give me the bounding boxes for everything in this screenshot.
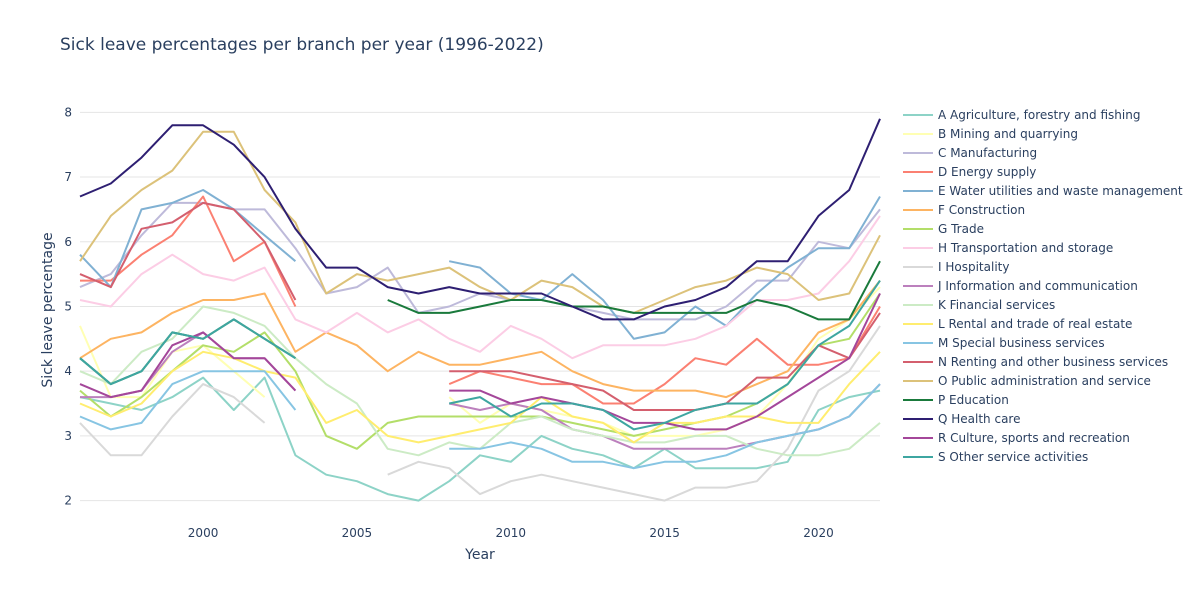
legend-label: G Trade	[938, 222, 984, 236]
series-line-o	[79, 130, 881, 314]
legend-item-k[interactable]: K Financial services	[903, 298, 1055, 312]
series-line-l	[79, 350, 881, 444]
legend-label: I Hospitality	[938, 260, 1009, 274]
legend-item-h[interactable]: H Transportation and storage	[903, 241, 1113, 255]
series-line-i	[79, 325, 881, 502]
legend-item-q[interactable]: Q Health care	[903, 412, 1020, 426]
series-line-n	[79, 201, 881, 411]
legend-label: H Transportation and storage	[938, 241, 1113, 255]
y-tick-label: 8	[64, 105, 72, 119]
legend-label: P Education	[938, 393, 1009, 407]
legend-item-b[interactable]: B Mining and quarrying	[903, 127, 1078, 141]
legend-item-m[interactable]: M Special business services	[903, 336, 1105, 350]
series-line-h	[79, 215, 881, 360]
series-line-a	[79, 376, 881, 502]
legend-item-r[interactable]: R Culture, sports and recreation	[903, 431, 1130, 445]
legend-label: S Other service activities	[938, 450, 1088, 464]
legend-item-f[interactable]: F Construction	[903, 203, 1025, 217]
y-tick-label: 3	[64, 429, 72, 443]
legend-item-d[interactable]: D Energy supply	[903, 165, 1036, 179]
legend[interactable]: A Agriculture, forestry and fishing B Min…	[903, 108, 1183, 464]
legend-label: L Rental and trade of real estate	[938, 317, 1132, 331]
legend-item-p[interactable]: P Education	[903, 393, 1009, 407]
legend-item-n[interactable]: N Renting and other business services	[903, 355, 1168, 369]
legend-label: D Energy supply	[938, 165, 1036, 179]
legend-item-e[interactable]: E Water utilities and waste management	[903, 184, 1183, 198]
legend-label: M Special business services	[938, 336, 1105, 350]
legend-item-s[interactable]: S Other service activities	[903, 450, 1088, 464]
legend-label: E Water utilities and waste management	[938, 184, 1183, 198]
legend-item-a[interactable]: A Agriculture, forestry and fishing	[903, 108, 1140, 122]
series-line-k	[79, 305, 881, 457]
y-tick-label: 5	[64, 299, 72, 313]
y-tick-label: 6	[64, 235, 72, 249]
y-tick-label: 7	[64, 170, 72, 184]
y-tick-label: 4	[64, 364, 72, 378]
series-lines	[79, 118, 881, 502]
legend-item-o[interactable]: O Public administration and service	[903, 374, 1151, 388]
series-line-m	[79, 370, 881, 470]
y-tick-label: 2	[64, 494, 72, 508]
legend-label: F Construction	[938, 203, 1025, 217]
legend-label: A Agriculture, forestry and fishing	[938, 108, 1140, 122]
x-tick-label: 2005	[342, 526, 373, 540]
chart-title: Sick leave percentages per branch per ye…	[60, 35, 544, 55]
legend-item-i[interactable]: I Hospitality	[903, 260, 1009, 274]
series-line-g	[79, 292, 881, 450]
legend-label: J Information and communication	[937, 279, 1138, 293]
x-tick-label: 2020	[803, 526, 834, 540]
y-axis-ticks: 2 3 4 5 6 7 8	[64, 105, 72, 507]
legend-label: R Culture, sports and recreation	[938, 431, 1130, 445]
legend-item-j[interactable]: J Information and communication	[903, 279, 1138, 293]
legend-item-c[interactable]: C Manufacturing	[903, 146, 1037, 160]
legend-item-l[interactable]: L Rental and trade of real estate	[903, 317, 1132, 331]
x-tick-label: 2010	[495, 526, 526, 540]
legend-label: Q Health care	[938, 412, 1020, 426]
x-axis-title: Year	[464, 547, 495, 563]
legend-item-g[interactable]: G Trade	[903, 222, 984, 236]
legend-label: N Renting and other business services	[938, 355, 1168, 369]
x-tick-label: 2000	[188, 526, 219, 540]
legend-label: B Mining and quarrying	[938, 127, 1078, 141]
series-line-s	[79, 280, 881, 431]
legend-label: O Public administration and service	[938, 374, 1151, 388]
legend-label: C Manufacturing	[938, 146, 1037, 160]
series-line-f	[79, 279, 881, 399]
series-line-q	[79, 118, 881, 321]
x-axis-ticks: 2000 2005 2010 2015 2020	[188, 526, 834, 540]
legend-label: K Financial services	[938, 298, 1055, 312]
series-line-e	[79, 189, 881, 340]
x-tick-label: 2015	[649, 526, 680, 540]
y-axis-title: Sick leave percentage	[40, 232, 56, 387]
